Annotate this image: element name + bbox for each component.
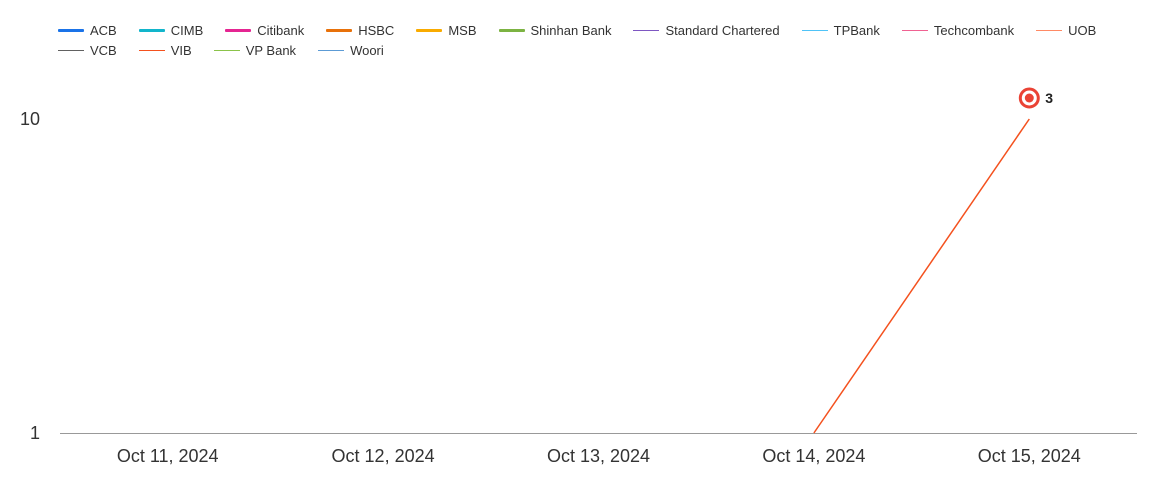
y-tick-label: 10 (20, 109, 40, 129)
legend-swatch (138, 49, 165, 51)
legend-label: UOB (1068, 22, 1097, 38)
x-tick-label: Oct 14, 2024 (762, 446, 865, 466)
legend-label: VCB (90, 42, 117, 58)
highlight-dot (1024, 93, 1034, 103)
x-tick-label: Oct 15, 2024 (978, 446, 1081, 466)
legend-row-1: ACB CIMB Citibank HSBC MSB Shinhan Bank Standa… (58, 20, 1138, 40)
legend-swatch (58, 49, 84, 51)
legend-item-cimb[interactable]: CIMB (138, 22, 204, 38)
chart-legend: ACB CIMB Citibank HSBC MSB Shinhan Bank Standa… (58, 20, 1138, 60)
legend-label: TPBank (833, 22, 880, 38)
legend-label: Woori (350, 42, 384, 58)
legend-label: VIB (170, 42, 192, 58)
legend-label: MSB (448, 22, 477, 38)
legend-item-citibank[interactable]: Citibank (225, 23, 304, 38)
legend-item-uob[interactable]: UOB (1036, 23, 1096, 38)
legend-label: ACB (90, 22, 117, 38)
legend-item-shinhan-bank[interactable]: Shinhan Bank (498, 22, 612, 38)
legend-item-vp-bank[interactable]: VP Bank (213, 42, 297, 58)
legend-swatch (318, 49, 345, 51)
legend-label: Citibank (257, 22, 305, 38)
x-tick-label: Oct 12, 2024 (332, 446, 435, 466)
legend-label: HSBC (358, 22, 395, 38)
legend-row-2: VCB VIB VP Bank Woori (58, 40, 1138, 60)
legend-label: Techcombank (933, 22, 1015, 38)
legend-label: Shinhan Bank (530, 22, 612, 38)
legend-swatch (633, 29, 660, 31)
highlight-marker: 3 (1018, 87, 1053, 109)
legend-item-vib[interactable]: VIB (138, 42, 192, 58)
legend-item-vcb[interactable]: VCB (58, 43, 117, 58)
legend-swatch (58, 28, 84, 32)
legend-label: CIMB (170, 22, 204, 38)
legend-item-hsbc[interactable]: HSBC (326, 23, 394, 38)
series-line-vib (813, 118, 1030, 434)
legend-swatch (498, 28, 525, 32)
x-tick-label: Oct 13, 2024 (547, 446, 650, 466)
y-tick-label: 1 (30, 423, 40, 443)
highlight-data-label: 3 (1045, 90, 1053, 106)
legend-swatch (225, 28, 252, 32)
legend-swatch (801, 29, 828, 31)
y-axis: 1 10 (20, 109, 40, 443)
legend-label: VP Bank (245, 42, 297, 58)
x-axis: Oct 11, 2024 Oct 12, 2024 Oct 13, 2024 Oct … (117, 446, 1081, 466)
legend-swatch (1036, 29, 1063, 31)
x-tick-label: Oct 11, 2024 (117, 446, 219, 466)
legend-item-msb[interactable]: MSB (416, 22, 477, 38)
legend-item-woori[interactable]: Woori (318, 43, 384, 58)
legend-item-tpbank[interactable]: TPBank (801, 22, 880, 38)
legend-swatch (326, 28, 353, 32)
legend-item-techcombank[interactable]: Techcombank (901, 22, 1015, 38)
series-lines (813, 118, 1030, 434)
legend-item-standard-chartered[interactable]: Standard Chartered (633, 22, 780, 38)
legend-item-acb[interactable]: ACB (58, 23, 117, 38)
legend-swatch (416, 28, 443, 32)
legend-label: Standard Chartered (665, 22, 780, 38)
legend-swatch (901, 29, 928, 31)
legend-swatch (213, 49, 240, 51)
legend-swatch (138, 28, 165, 32)
